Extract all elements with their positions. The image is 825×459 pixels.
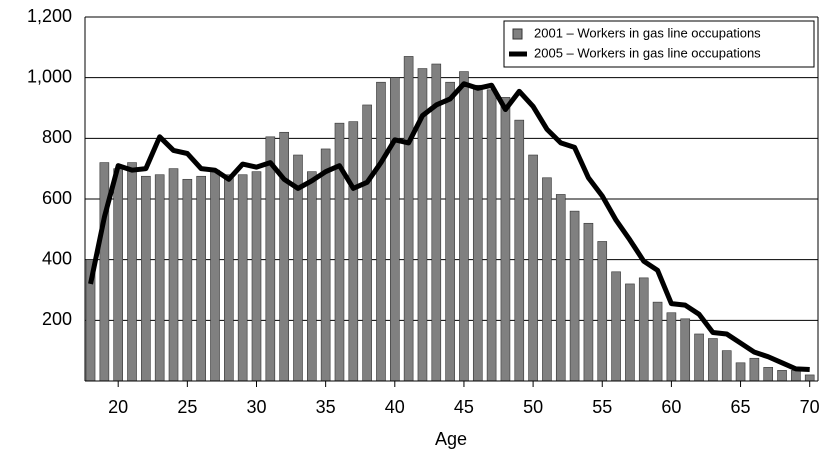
bar xyxy=(348,121,359,382)
bar xyxy=(708,338,718,382)
x-tick-label: 30 xyxy=(246,397,266,417)
bar xyxy=(472,84,483,382)
y-tick-label: 600 xyxy=(42,188,72,208)
bar xyxy=(237,174,248,382)
bar xyxy=(763,367,774,382)
y-tick-label: 1,000 xyxy=(27,66,72,86)
bar xyxy=(500,97,511,382)
bar xyxy=(403,56,414,382)
bar xyxy=(376,81,386,382)
bar xyxy=(182,178,193,382)
bar xyxy=(210,169,220,382)
bar xyxy=(279,131,289,382)
bar xyxy=(251,171,262,382)
legend: 2001 – Workers in gas line occupations 20… xyxy=(503,20,815,68)
bar xyxy=(320,148,331,382)
bar xyxy=(680,318,691,382)
bar xyxy=(154,174,165,382)
bar xyxy=(666,312,677,382)
x-tick-label: 65 xyxy=(731,397,751,417)
bar xyxy=(611,271,621,382)
bar xyxy=(113,168,123,382)
bar xyxy=(735,362,746,382)
x-tick-label: 20 xyxy=(108,397,128,417)
bar xyxy=(168,168,179,382)
legend-label: 2005 – Workers in gas line occupations xyxy=(534,45,761,60)
y-tick-label: 1,200 xyxy=(27,6,72,26)
line xyxy=(88,81,810,372)
x-tick-label: 55 xyxy=(592,397,612,417)
bar xyxy=(445,81,455,382)
x-tick-label: 60 xyxy=(661,397,681,417)
bar xyxy=(542,177,552,382)
bar xyxy=(99,162,110,382)
x-tick-label: 70 xyxy=(800,397,820,417)
bar xyxy=(196,175,206,382)
bar xyxy=(804,374,815,382)
x-axis-label: Age xyxy=(435,429,467,449)
bar xyxy=(431,63,442,382)
bar xyxy=(721,350,732,382)
bar xyxy=(127,162,137,382)
bar xyxy=(362,104,372,382)
bar xyxy=(224,174,234,382)
bar xyxy=(528,154,538,382)
bar xyxy=(694,333,704,382)
bar xyxy=(389,77,400,382)
bar xyxy=(583,222,594,382)
legend-label: 2001 – Workers in gas line occupations xyxy=(534,25,761,40)
bar xyxy=(569,210,580,382)
bar xyxy=(597,241,608,382)
bar xyxy=(625,283,635,382)
y-tick-label: 800 xyxy=(42,127,72,147)
x-tick-label: 35 xyxy=(316,397,336,417)
bar xyxy=(265,136,276,382)
bar xyxy=(555,194,566,382)
x-tick-label: 45 xyxy=(454,397,474,417)
bar xyxy=(459,71,469,382)
x-tick-label: 40 xyxy=(385,397,405,417)
bar xyxy=(791,370,801,382)
legend-box xyxy=(503,20,815,68)
bar xyxy=(638,277,649,382)
x-tick-label: 50 xyxy=(523,397,543,417)
bar xyxy=(777,370,787,382)
y-tick-label: 400 xyxy=(42,248,72,268)
y-tick-label: 200 xyxy=(42,309,72,329)
x-tick-label: 25 xyxy=(177,397,197,417)
bar xyxy=(141,175,151,382)
bar xyxy=(307,171,317,382)
bar xyxy=(486,89,497,382)
bar xyxy=(749,357,760,382)
legend-swatch xyxy=(512,28,523,40)
bar xyxy=(334,122,345,382)
bar xyxy=(514,119,525,382)
bar xyxy=(652,301,663,382)
